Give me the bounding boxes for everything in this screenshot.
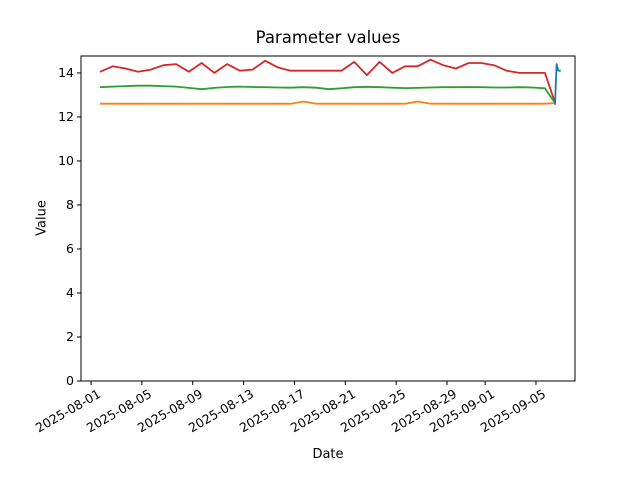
y-tick-label: 4 bbox=[66, 284, 74, 300]
param-red-line bbox=[99, 58, 556, 103]
y-tick-label: 8 bbox=[66, 196, 74, 212]
chart-title: Parameter values bbox=[255, 28, 401, 47]
y-tick-label: 12 bbox=[58, 108, 74, 124]
param-orange-line bbox=[99, 100, 556, 105]
plot-frame bbox=[80, 55, 576, 382]
param-green-line bbox=[99, 84, 556, 104]
y-tick-label: 10 bbox=[58, 152, 74, 168]
y-tick-label: 2 bbox=[66, 328, 74, 344]
y-tick-label: 6 bbox=[66, 240, 74, 256]
y-axis-label: Value bbox=[34, 200, 50, 236]
x-axis-label: Date bbox=[312, 447, 344, 462]
y-tick-label: 0 bbox=[66, 373, 74, 388]
y-tick-label: 14 bbox=[58, 64, 74, 80]
param-blue-line bbox=[554, 63, 561, 105]
